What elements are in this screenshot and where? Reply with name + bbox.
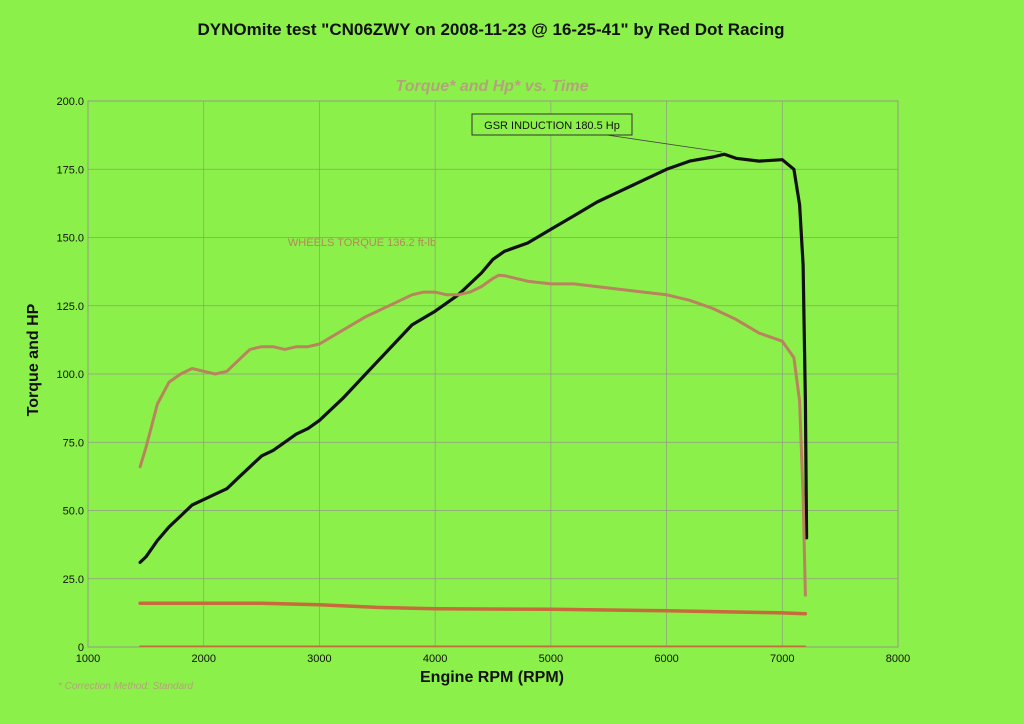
x-tick-label: 5000 (539, 653, 563, 665)
x-tick-label: 3000 (307, 653, 331, 665)
correction-footnote: * Correction Method: Standard (58, 681, 194, 692)
y-tick-label: 50.0 (63, 506, 84, 518)
y-axis-label: Torque and HP (25, 303, 42, 416)
x-tick-label: 7000 (770, 653, 794, 665)
x-tick-label: 1000 (76, 653, 100, 665)
y-tick-labels: 0 25.0 50.0 75.0 100.0 125.0 150.0 175.0 200.0 (56, 96, 84, 654)
hp-curve (138, 152, 809, 565)
torque-annotation-label: WHEELS TORQUE 136.2 ft-lb (288, 237, 436, 249)
loss-curve (138, 601, 808, 616)
chart-title: DYNOmite test "CN06ZWY on 2008-11-23 @ 1… (198, 20, 785, 39)
y-tick-label: 125.0 (56, 301, 84, 313)
hp-annotation: GSR INDUCTION 180.5 Hp (471, 113, 723, 153)
plot-frame (87, 100, 899, 648)
y-tick-label: 25.0 (63, 574, 84, 586)
x-tick-label: 2000 (191, 653, 215, 665)
x-tick-labels: 1000 2000 3000 4000 5000 6000 7000 8000 (76, 653, 910, 665)
y-tick-label: 175.0 (56, 164, 84, 176)
hp-annotation-leader (599, 133, 723, 153)
y-tick-label: 150.0 (56, 233, 84, 245)
y-tick-label: 75.0 (63, 437, 84, 449)
x-tick-label: 4000 (423, 653, 447, 665)
x-axis-label: Engine RPM (RPM) (420, 669, 564, 686)
x-tick-label: 6000 (654, 653, 678, 665)
y-tick-label: 0 (78, 642, 84, 654)
grid-lines (88, 101, 898, 647)
hp-annotation-box (471, 113, 633, 136)
x-tick-label: 8000 (886, 653, 910, 665)
y-tick-label: 200.0 (56, 96, 84, 108)
data-series (138, 152, 809, 647)
chart-subtitle: Torque* and Hp* vs. Time (396, 78, 589, 95)
y-tick-label: 100.0 (56, 369, 84, 381)
torque-curve (138, 273, 807, 597)
hp-annotation-label: GSR INDUCTION 180.5 Hp (484, 120, 620, 132)
